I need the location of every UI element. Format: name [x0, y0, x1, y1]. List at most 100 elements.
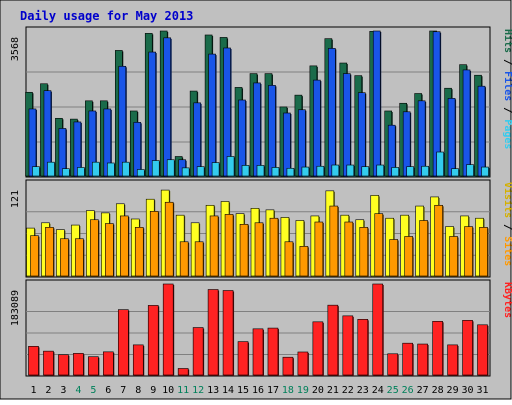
bar-kbytes-day-2 [43, 350, 54, 376]
bar-pages-day-17 [271, 167, 280, 177]
bar-sites-day-30 [464, 226, 473, 277]
bar-pages-day-8 [136, 169, 145, 177]
bar-files-day-15 [238, 99, 246, 177]
bar-files-day-9 [148, 51, 157, 177]
bar-pages-day-29 [451, 168, 459, 177]
panel-legend: Hits / Files / Pages [502, 29, 512, 149]
bar-kbytes-day-8 [132, 344, 144, 376]
panel-legend: Visits / Sites [502, 182, 512, 266]
bar-files-day-13 [208, 53, 216, 177]
bar-files-day-23 [357, 92, 366, 177]
bar-pages-day-19 [301, 166, 310, 177]
panel-hits-files-pages: 3568 Hits / Files / Pages [10, 26, 512, 178]
bar-files-day-17 [268, 85, 276, 177]
bar-kbytes-day-6 [103, 351, 114, 376]
bar-files-day-8 [133, 122, 142, 177]
bar-sites-day-7 [119, 215, 129, 277]
bar-sites-day-24 [374, 213, 384, 277]
bar-sites-day-25 [389, 239, 399, 277]
bar-files-day-7 [118, 65, 127, 177]
x-tick-label-31: 31 [476, 385, 488, 396]
bar-kbytes-day-30 [462, 320, 473, 376]
bar-kbytes-day-31 [477, 324, 488, 376]
x-tick-label-6: 6 [105, 385, 111, 396]
bar-files-day-21 [328, 48, 336, 177]
bar-sites-day-2 [45, 227, 54, 277]
x-tick-label-29: 29 [447, 385, 459, 396]
chart-title: Daily usage for May 2013 [20, 9, 193, 23]
bar-pages-day-1 [32, 166, 40, 177]
bar-sites-day-11 [179, 241, 189, 277]
bar-pages-day-4 [77, 167, 85, 177]
bar-kbytes-day-28 [432, 321, 443, 376]
x-tick-label-25: 25 [387, 385, 399, 396]
bar-sites-day-14 [224, 214, 234, 277]
bar-files-day-1 [28, 108, 37, 177]
x-tick-label-16: 16 [252, 385, 264, 396]
chart-panels: 3568 Hits / Files / Pages 121 Visits / Site… [10, 26, 512, 377]
bar-kbytes-day-1 [28, 346, 39, 376]
bar-sites-day-1 [30, 235, 39, 277]
bar-pages-day-14 [226, 156, 235, 177]
bar-pages-day-21 [331, 164, 340, 177]
x-tick-label-2: 2 [45, 385, 51, 396]
bar-pages-day-5 [92, 161, 100, 177]
bar-pages-day-26 [406, 166, 414, 177]
bar-pages-day-15 [241, 165, 250, 177]
bar-kbytes-day-11 [177, 368, 189, 376]
bar-sites-day-27 [419, 220, 428, 277]
bar-files-day-16 [253, 82, 261, 177]
bar-sites-day-18 [284, 241, 294, 277]
bar-sites-day-15 [239, 223, 249, 277]
bar-files-day-30 [462, 69, 471, 177]
bar-kbytes-day-14 [222, 290, 234, 376]
x-tick-label-12: 12 [192, 385, 204, 396]
bar-files-day-24 [372, 30, 381, 177]
x-tick-label-4: 4 [75, 385, 81, 396]
bar-pages-day-16 [256, 165, 265, 177]
bar-pages-day-2 [47, 161, 55, 177]
bar-files-day-29 [447, 98, 456, 177]
x-tick-label-11: 11 [177, 385, 189, 396]
bar-pages-day-24 [376, 164, 385, 177]
bar-pages-day-31 [481, 166, 489, 177]
bar-kbytes-day-9 [147, 305, 159, 376]
x-tick-label-10: 10 [162, 385, 174, 396]
bar-pages-day-10 [166, 159, 175, 177]
x-tick-label-17: 17 [267, 385, 279, 396]
bar-sites-day-16 [254, 222, 264, 277]
x-tick-label-13: 13 [207, 385, 219, 396]
x-tick-label-24: 24 [372, 385, 384, 396]
bar-kbytes-day-29 [447, 344, 458, 376]
bar-kbytes-day-20 [312, 321, 324, 376]
bar-pages-day-30 [466, 164, 474, 177]
bar-pages-day-12 [196, 166, 205, 177]
bar-files-day-10 [163, 37, 171, 177]
bar-sites-day-29 [449, 236, 458, 277]
bar-files-day-12 [193, 102, 201, 177]
y-max-label: 3568 [10, 37, 21, 61]
bar-sites-day-10 [164, 201, 174, 277]
bar-files-day-22 [343, 73, 351, 177]
bar-sites-day-19 [299, 246, 309, 277]
bar-sites-day-26 [404, 236, 413, 277]
bar-kbytes-day-24 [372, 283, 384, 376]
bar-kbytes-day-26 [402, 342, 413, 376]
bar-sites-day-6 [105, 223, 114, 277]
bar-kbytes-day-13 [207, 289, 219, 376]
bar-sites-day-9 [149, 211, 159, 277]
bar-kbytes-day-18 [282, 356, 294, 376]
bar-sites-day-21 [329, 205, 339, 277]
bar-pages-day-9 [151, 160, 160, 177]
bar-files-day-19 [298, 109, 306, 177]
bar-kbytes-day-15 [237, 341, 249, 376]
panel-kbytes: 183089 KBytes [10, 279, 512, 377]
bar-sites-day-3 [60, 238, 69, 277]
panel-visits-sites: 121 Visits / Sites [10, 179, 512, 278]
x-tick-label-22: 22 [342, 385, 354, 396]
y-max-label: 183089 [10, 290, 21, 326]
bar-pages-day-3 [62, 168, 70, 177]
x-tick-label-18: 18 [282, 385, 294, 396]
x-tick-label-5: 5 [90, 385, 96, 396]
